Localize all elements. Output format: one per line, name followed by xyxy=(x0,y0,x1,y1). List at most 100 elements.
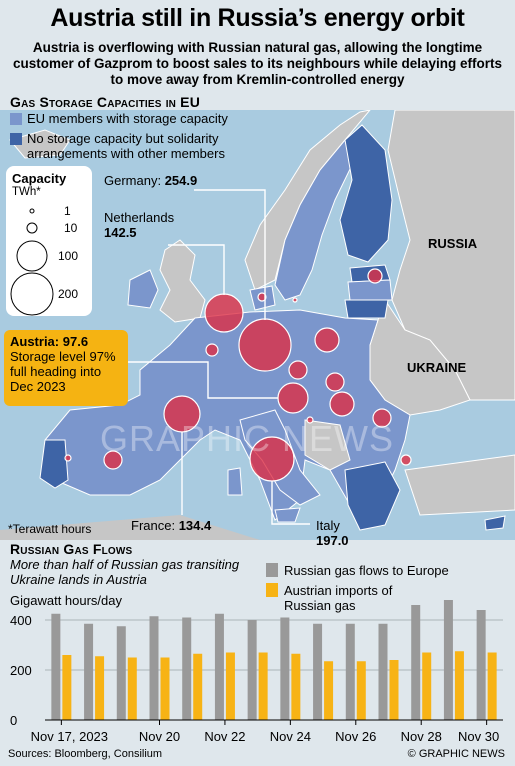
bar-europe-13 xyxy=(476,610,486,720)
bubble-bulgaria xyxy=(400,454,412,466)
bubble-slovakia xyxy=(325,372,345,392)
bar-europe-1 xyxy=(84,623,94,720)
callout-netherlands-name: Netherlands xyxy=(104,210,175,225)
europe-map xyxy=(0,110,515,540)
portugal-area xyxy=(39,439,69,489)
bar-austria-6 xyxy=(258,652,268,720)
bar-europe-3 xyxy=(149,616,159,720)
flows-legend-austria: Austrian imports of Russian gas xyxy=(266,583,416,613)
capacity-legend: Capacity TWh* 1 10 100 200 xyxy=(6,166,92,316)
bar-austria-1 xyxy=(95,656,105,720)
bubble-germany xyxy=(238,318,292,372)
x-tick-label-13: Nov 30 xyxy=(458,729,499,744)
y-tick-label-0: 0 xyxy=(10,713,17,728)
ireland-area xyxy=(127,269,159,309)
flows-unit-label: Gigawatt hours/day xyxy=(10,593,123,608)
bar-austria-8 xyxy=(324,661,334,720)
bar-austria-9 xyxy=(356,661,366,720)
bar-europe-11 xyxy=(411,605,421,720)
bar-europe-10 xyxy=(378,623,388,720)
callout-austria-note: Storage level 97% full heading into Dec … xyxy=(10,349,116,394)
page-subtitle: Austria is overflowing with Russian natu… xyxy=(12,40,503,87)
credit: © GRAPHIC NEWS xyxy=(407,748,505,760)
ukraine-label: UKRAINE xyxy=(407,360,467,375)
balkans-area xyxy=(304,419,351,471)
bar-europe-5 xyxy=(214,613,224,720)
cyprus-area xyxy=(484,515,506,531)
callout-italy: Italy 197.0 xyxy=(316,518,349,548)
latvia-area xyxy=(347,279,393,301)
callout-austria-name: Austria: xyxy=(10,334,60,349)
bubble-sweden xyxy=(292,297,298,303)
iceland-area xyxy=(9,129,71,159)
bubble-denmark xyxy=(257,292,267,302)
bubble-hungary xyxy=(329,391,355,417)
capacity-bubbles xyxy=(64,268,412,482)
capacity-legend-title: Capacity xyxy=(12,171,67,186)
x-tick-label-7: Nov 24 xyxy=(270,729,311,744)
capacity-label-200: 200 xyxy=(58,287,79,301)
bar-europe-8 xyxy=(313,623,323,720)
capacity-circle-10 xyxy=(26,222,38,234)
x-tick-label-0: Nov 17, 2023 xyxy=(31,729,108,744)
bubble-belgium xyxy=(205,343,219,357)
bar-austria-0 xyxy=(62,655,72,720)
capacity-circle-100 xyxy=(16,240,48,272)
x-tick-label-9: Nov 26 xyxy=(335,729,376,744)
storage-section-title: Gas Storage Capacities in EU xyxy=(10,94,201,110)
capacity-circle-1 xyxy=(29,208,35,214)
bar-austria-10 xyxy=(389,660,399,720)
bubble-netherlands xyxy=(204,293,244,333)
lithuania-area xyxy=(344,299,389,319)
bar-austria-4 xyxy=(193,653,203,720)
flows-legend-label-austria: Austrian imports of Russian gas xyxy=(284,583,393,613)
capacity-legend-unit: TWh* xyxy=(12,186,41,198)
callout-netherlands: Netherlands 142.5 xyxy=(104,210,174,240)
germany-leader xyxy=(194,189,266,320)
flows-legend-label-europe: Russian gas flows to Europe xyxy=(284,563,449,578)
bar-austria-13 xyxy=(487,652,497,720)
sardinia-area xyxy=(227,467,243,496)
capacity-circle-200 xyxy=(10,272,54,316)
capacity-label-100: 100 xyxy=(58,249,79,263)
bar-europe-7 xyxy=(280,617,290,720)
capacity-label-10: 10 xyxy=(64,221,78,235)
bubble-austria xyxy=(277,382,309,414)
sicily-area xyxy=(274,507,301,523)
bar-austria-11 xyxy=(422,652,432,720)
flows-legend-swatch-austria xyxy=(266,583,278,597)
italy-leader xyxy=(271,481,310,525)
bar-europe-4 xyxy=(182,617,192,720)
capacity-label-1: 1 xyxy=(64,204,71,218)
bar-europe-2 xyxy=(116,626,126,720)
bubble-croatia xyxy=(306,416,314,424)
bubble-latvia xyxy=(367,268,383,284)
russian-gas-flows-chart: 0 200 400 Nov 17, 2023 Nov 20 Nov 22 Nov 24 Nov… xyxy=(10,600,503,744)
legend-label-no-storage: No storage capacity but solidarity arran… xyxy=(27,131,225,161)
finland-area xyxy=(339,124,393,263)
callout-austria-value: 97.6 xyxy=(62,334,89,349)
bar-austria-3 xyxy=(160,657,170,720)
africa-area xyxy=(0,515,260,540)
russia-label: RUSSIA xyxy=(428,236,478,251)
bar-europe-6 xyxy=(247,620,257,720)
turkey-area xyxy=(404,454,515,516)
callout-italy-value: 197.0 xyxy=(316,533,349,548)
callout-italy-name: Italy xyxy=(316,518,340,533)
austria-leader xyxy=(128,361,278,399)
legend-eu-storage: EU members with storage capacity xyxy=(10,111,228,126)
legend-swatch-eu-storage xyxy=(10,113,22,125)
greece-area xyxy=(344,461,401,531)
flows-section-title: Russian Gas Flows xyxy=(10,541,133,557)
bubble-portugal xyxy=(64,454,72,462)
flows-subtitle: More than half of Russian gas transiting… xyxy=(10,557,240,587)
callout-france: France: 134.4 xyxy=(131,518,211,533)
x-tick-label-5: Nov 22 xyxy=(204,729,245,744)
bubble-romania xyxy=(372,408,392,428)
capacity-legend-circles xyxy=(10,208,54,316)
bar-europe-0 xyxy=(51,613,61,720)
bubble-czechia xyxy=(288,360,308,380)
bar-austria-5 xyxy=(225,652,235,720)
bar-europe-9 xyxy=(345,623,355,720)
